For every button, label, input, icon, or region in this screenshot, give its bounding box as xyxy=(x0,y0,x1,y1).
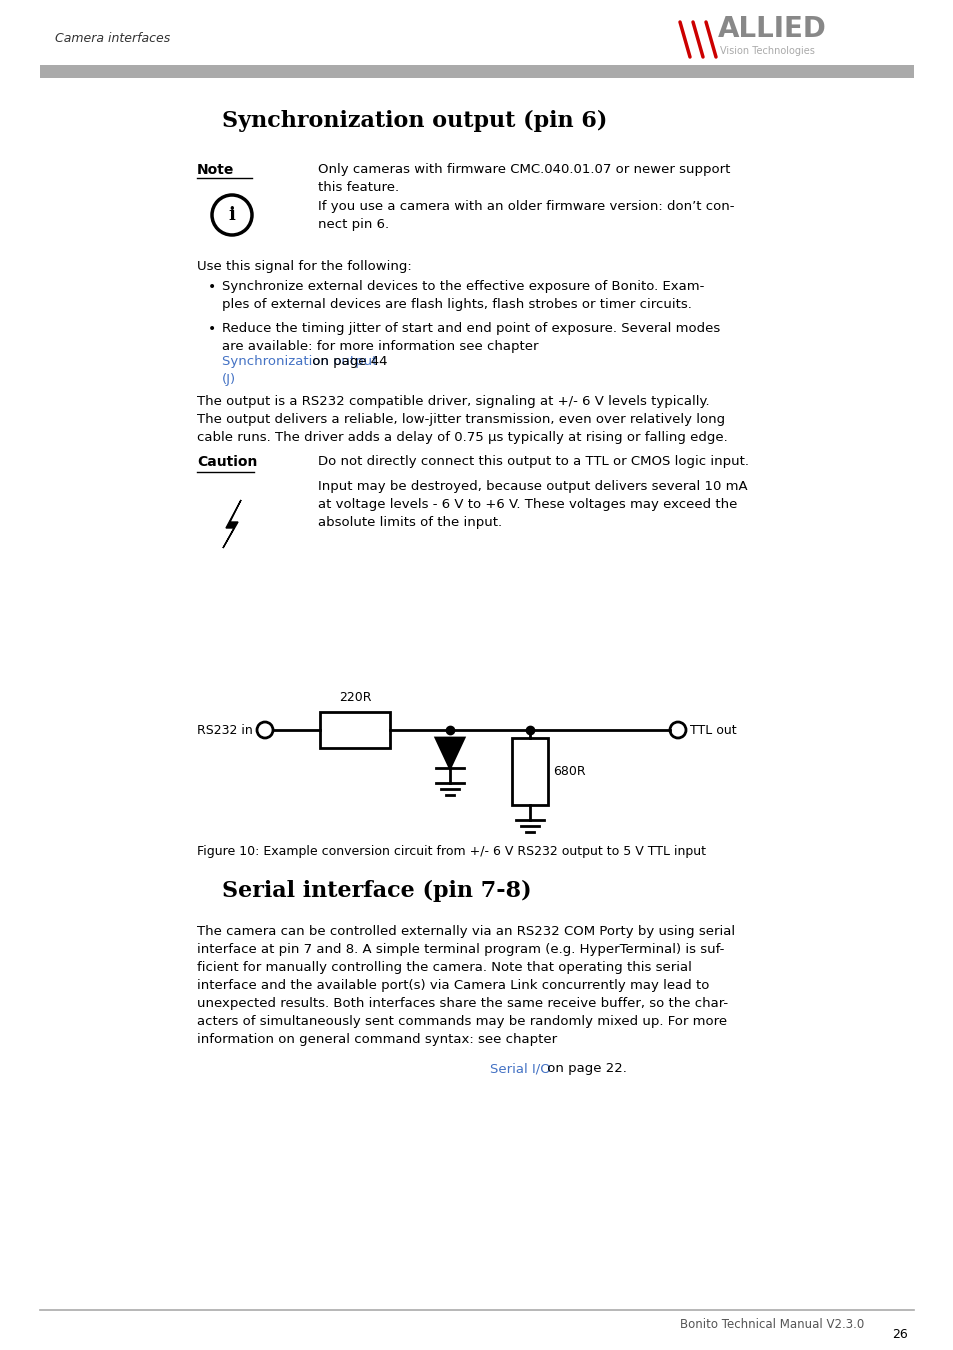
Text: Input may be destroyed, because output delivers several 10 mA
at voltage levels : Input may be destroyed, because output d… xyxy=(317,481,747,529)
Text: Only cameras with firmware CMC.040.01.07 or newer support
this feature.: Only cameras with firmware CMC.040.01.07… xyxy=(317,163,730,194)
Text: on page 22.: on page 22. xyxy=(542,1062,626,1075)
Text: Camera interfaces: Camera interfaces xyxy=(55,31,170,45)
Text: Synchronize external devices to the effective exposure of Bonito. Exam-
ples of : Synchronize external devices to the effe… xyxy=(222,279,703,310)
Text: Note: Note xyxy=(196,163,234,177)
Text: 220R: 220R xyxy=(338,691,371,703)
Text: The camera can be controlled externally via an RS232 COM Porty by using serial
i: The camera can be controlled externally … xyxy=(196,925,735,1046)
Bar xyxy=(512,738,547,805)
Text: Synchronization output (pin 6): Synchronization output (pin 6) xyxy=(222,109,607,132)
Polygon shape xyxy=(436,738,463,768)
Text: Serial interface (pin 7-8): Serial interface (pin 7-8) xyxy=(222,880,531,902)
Text: TTL out: TTL out xyxy=(689,724,736,737)
Bar xyxy=(319,711,390,748)
Text: i: i xyxy=(229,207,235,224)
Bar xyxy=(40,65,913,78)
Text: Synchronization output
(J): Synchronization output (J) xyxy=(222,355,377,386)
Polygon shape xyxy=(223,500,241,548)
Text: 26: 26 xyxy=(891,1328,907,1341)
Text: 680R: 680R xyxy=(553,765,585,778)
Text: Bonito Technical Manual V2.3.0: Bonito Technical Manual V2.3.0 xyxy=(679,1318,863,1331)
Text: Vision Technologies: Vision Technologies xyxy=(720,46,814,55)
Text: Figure 10: Example conversion circuit from +/- 6 V RS232 output to 5 V TTL input: Figure 10: Example conversion circuit fr… xyxy=(196,845,705,859)
Text: •: • xyxy=(208,323,216,336)
Text: on page 44: on page 44 xyxy=(308,355,387,369)
Text: Do not directly connect this output to a TTL or CMOS logic input.: Do not directly connect this output to a… xyxy=(317,455,748,468)
Text: Use this signal for the following:: Use this signal for the following: xyxy=(196,261,412,273)
Text: RS232 in: RS232 in xyxy=(197,724,253,737)
Text: •: • xyxy=(208,279,216,294)
Text: If you use a camera with an older firmware version: don’t con-
nect pin 6.: If you use a camera with an older firmwa… xyxy=(317,200,734,231)
Text: Reduce the timing jitter of start and end point of exposure. Several modes
are a: Reduce the timing jitter of start and en… xyxy=(222,323,720,352)
Text: Serial I/O: Serial I/O xyxy=(490,1062,550,1075)
Text: ALLIED: ALLIED xyxy=(718,15,826,43)
Text: The output is a RS232 compatible driver, signaling at +/- 6 V levels typically.
: The output is a RS232 compatible driver,… xyxy=(196,396,727,444)
Text: Caution: Caution xyxy=(196,455,257,468)
